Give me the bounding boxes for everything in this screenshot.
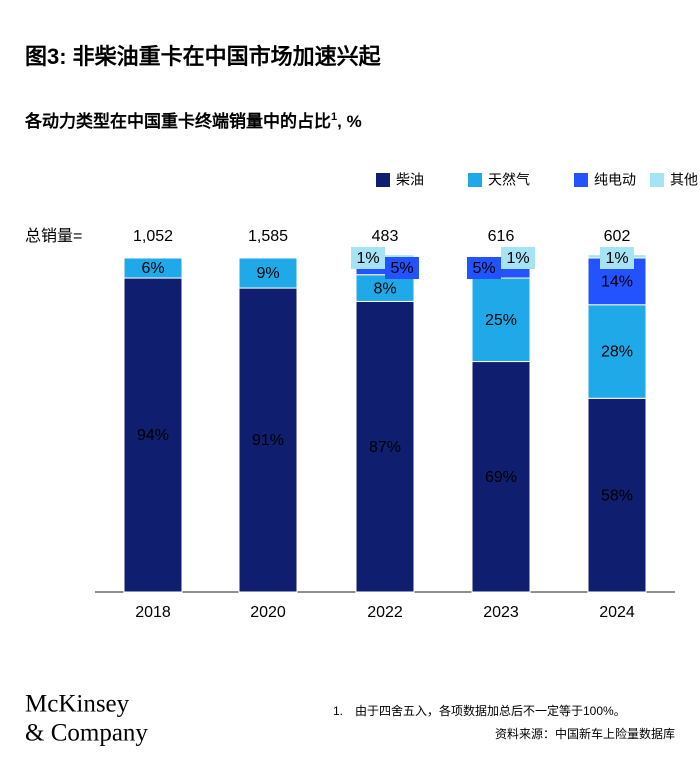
segment-label: 69%: [485, 469, 517, 486]
logo: McKinsey: [25, 691, 130, 718]
bar-segment: [355, 300, 415, 593]
legend-swatch: [376, 173, 390, 187]
total-label: 483: [372, 228, 399, 245]
bar-segment: [471, 277, 531, 363]
segment-label: 91%: [252, 432, 284, 449]
x-tick-label: 2020: [250, 604, 286, 621]
legend-swatch: [650, 173, 664, 187]
bar-segment: [355, 274, 415, 302]
footnote: 由于四舍五入，各项数据加总后不一定等于100%。: [355, 703, 626, 718]
total-label: 616: [488, 228, 515, 245]
total-label: 1,585: [248, 228, 288, 245]
segment-label: 1%: [605, 250, 628, 267]
total-title: 总销量=: [25, 227, 82, 245]
legend-swatch: [468, 173, 482, 187]
segment-label: 14%: [601, 274, 633, 291]
legend-swatch: [574, 173, 588, 187]
bar-segment: [123, 257, 183, 279]
legend-label: 纯电动: [594, 172, 636, 188]
chart-subtitle: 各动力类型在中国重卡终端销量中的占比1, %: [24, 111, 362, 132]
chart-title: 图3: 非柴油重卡在中国市场加速兴起: [25, 44, 382, 69]
subtitle-unit: , %: [337, 112, 362, 131]
total-label: 1,052: [133, 228, 173, 245]
subtitle-note: 1: [331, 111, 337, 123]
logo: & Company: [25, 720, 148, 747]
segment-label: 9%: [256, 265, 279, 282]
x-tick-label: 2023: [483, 604, 519, 621]
bar-segment: [238, 257, 298, 289]
segment-label: 94%: [137, 427, 169, 444]
x-tick-label: 2018: [135, 604, 171, 621]
subtitle-text: 各动力类型在中国重卡终端销量中的占比: [24, 111, 331, 131]
segment-label: 5%: [390, 260, 413, 277]
segment-label-box: [385, 257, 419, 279]
segment-label: 5%: [472, 260, 495, 277]
legend-label: 天然气: [488, 172, 530, 188]
segment-label: 28%: [601, 344, 633, 361]
segment-label-box: [501, 247, 535, 269]
legend-label: 其他: [670, 172, 698, 188]
total-label: 602: [604, 228, 631, 245]
segment-label-box: [600, 247, 634, 269]
bar-segment: [587, 397, 647, 593]
legend-label: 柴油: [396, 172, 424, 188]
x-tick-label: 2024: [599, 604, 635, 621]
segment-label-box: [467, 257, 501, 279]
source: 资料来源：中国新车上险量数据库: [495, 726, 675, 741]
segment-label: 8%: [373, 280, 396, 297]
segment-label: 87%: [369, 439, 401, 456]
segment-label: 1%: [506, 250, 529, 267]
bar-segment: [587, 304, 647, 399]
footnote-number: 1.: [333, 704, 343, 718]
segment-label: 58%: [601, 487, 633, 504]
segment-label: 6%: [141, 260, 164, 277]
segment-label: 1%: [356, 250, 379, 267]
segment-label: 25%: [485, 312, 517, 329]
segment-label-box: [351, 247, 385, 269]
x-tick-label: 2022: [367, 604, 403, 621]
